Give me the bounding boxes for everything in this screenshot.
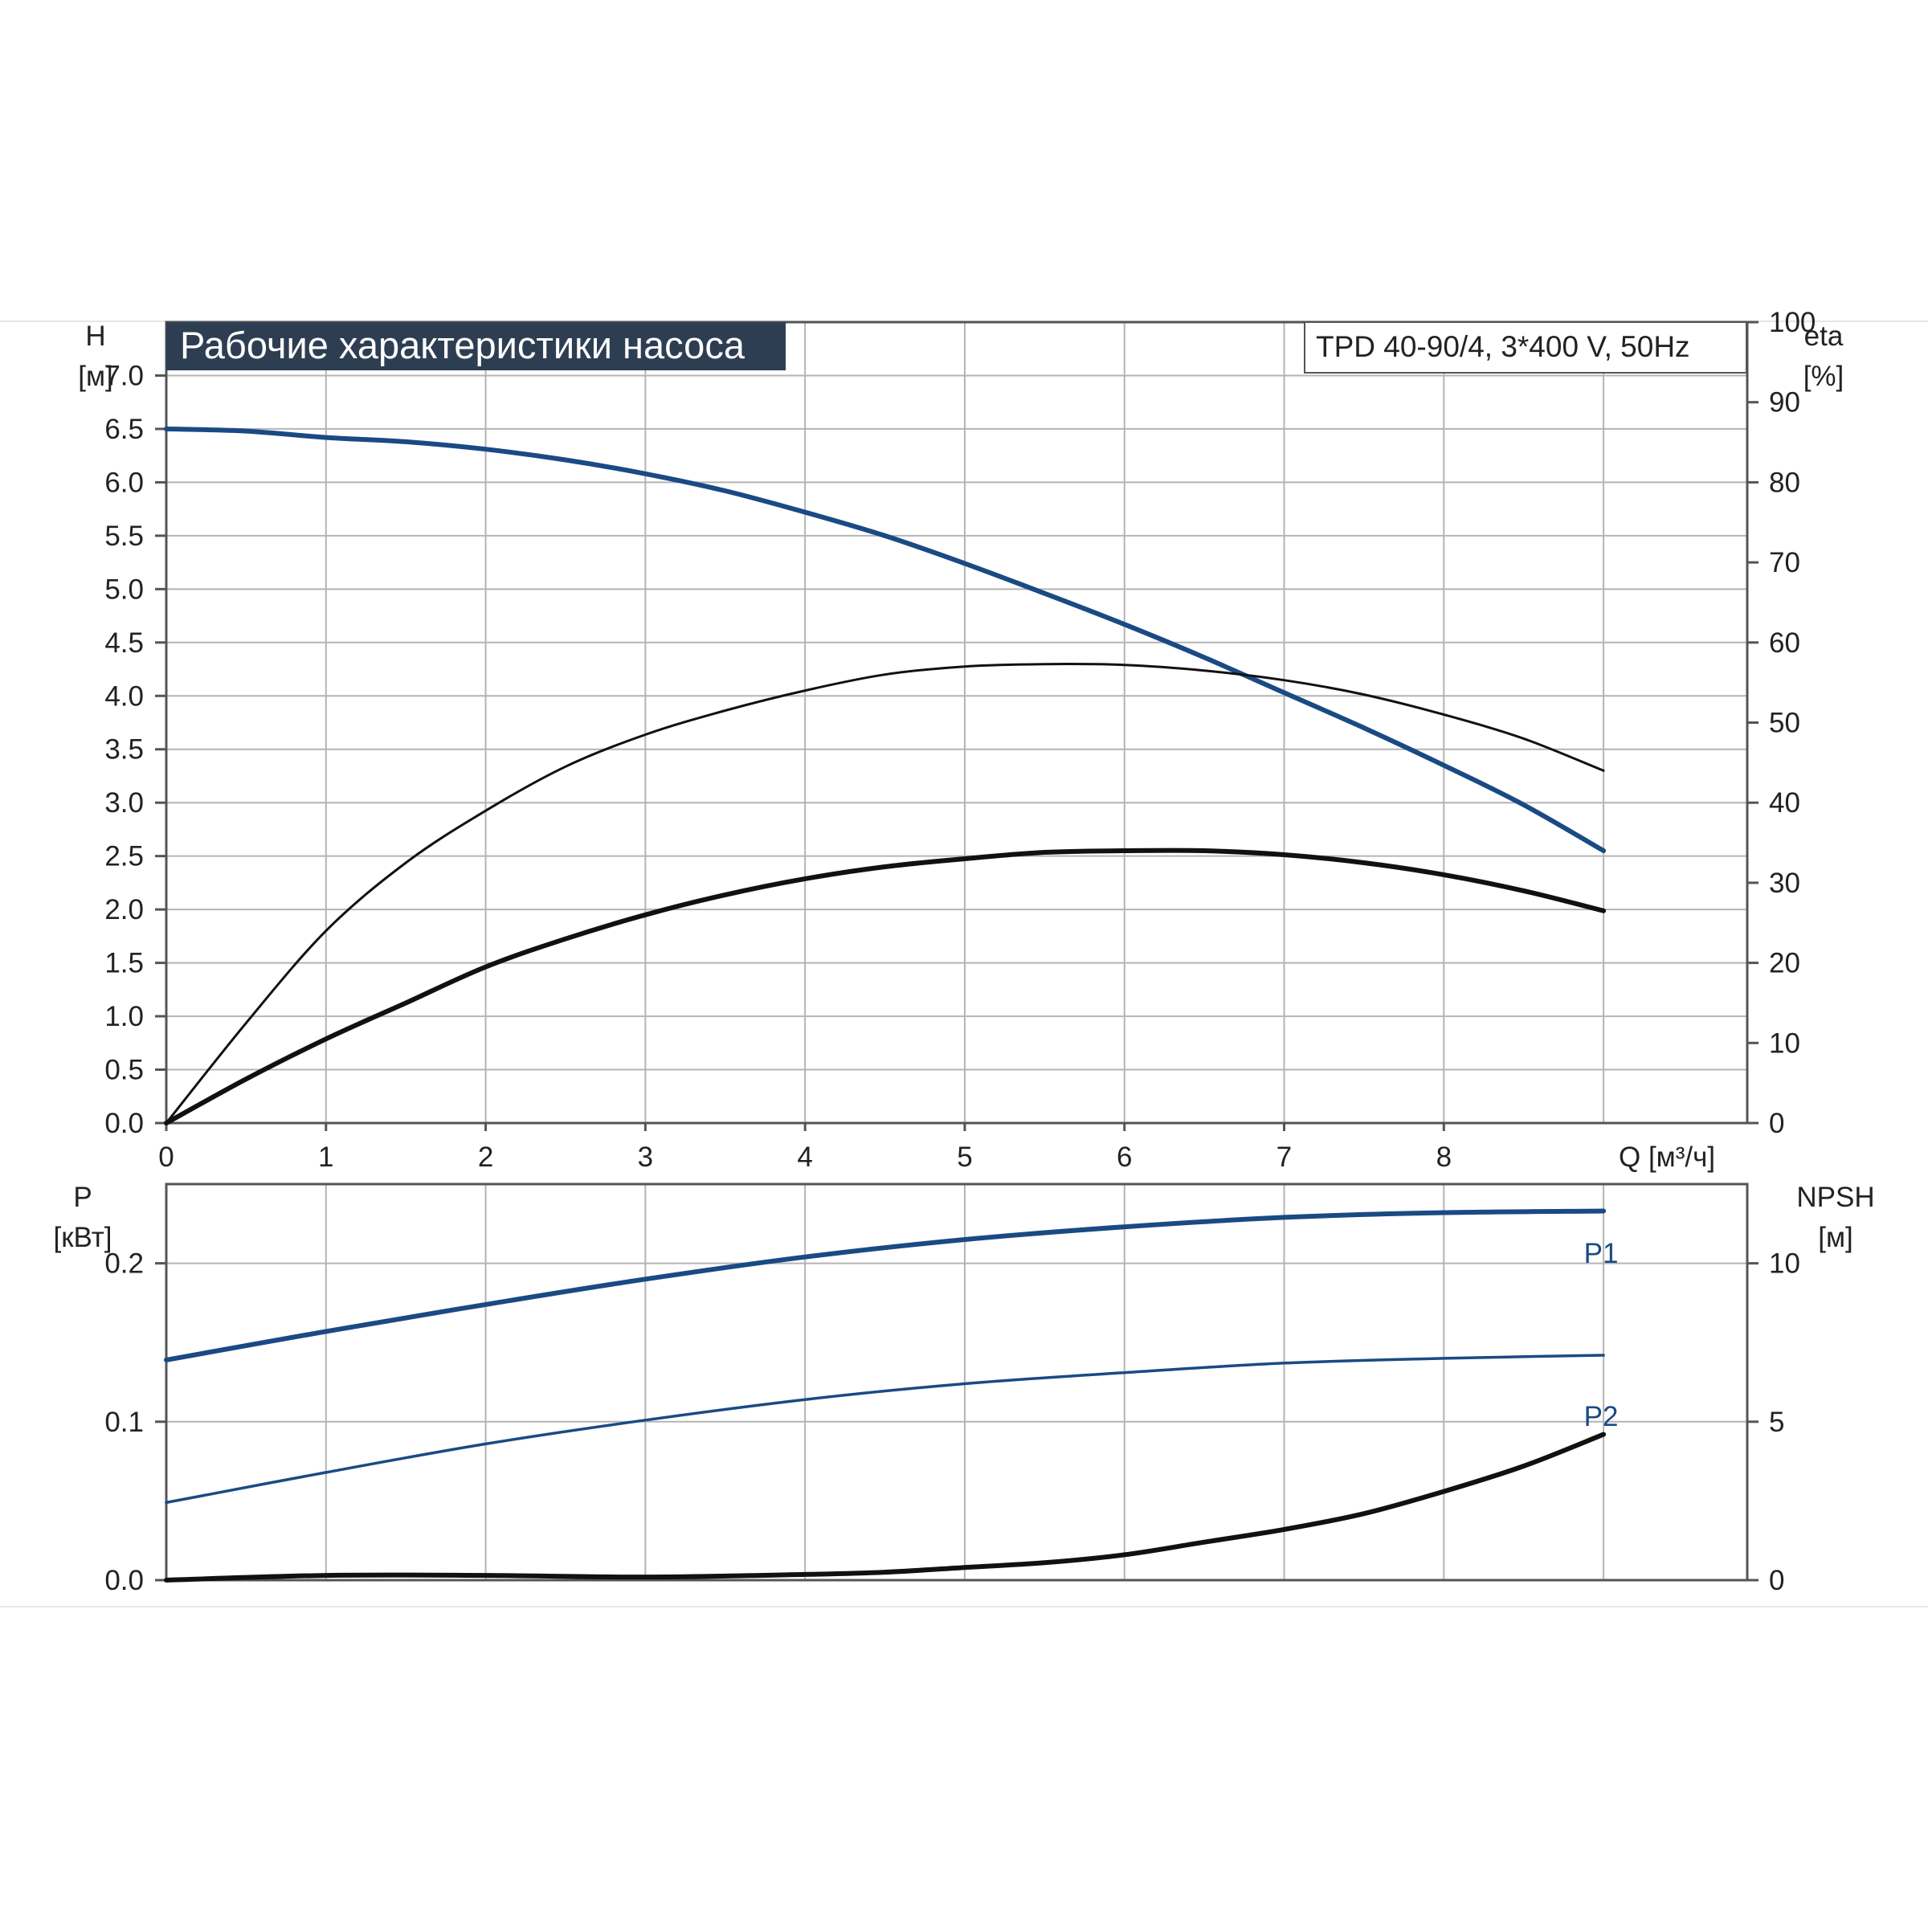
- y-tick-label-left: 2.0: [104, 894, 144, 925]
- x-tick-label: 1: [318, 1142, 333, 1173]
- top-panel-axes: 0.0 0.5 1.0 1.5 2.0 2.5 3.0 3.5 4.0 4.5 5.0 5.5 6.0 6…: [104, 307, 1816, 1173]
- efficiency-curve-thin: [165, 663, 1605, 1125]
- y-tick-label-right: 100: [1769, 307, 1816, 338]
- y-tick-label-right: 0: [1769, 1565, 1784, 1596]
- bottom-right-axis-name: NPSH: [1796, 1182, 1874, 1213]
- y-tick-label-left: 4.0: [104, 680, 144, 712]
- y-tick-label-left: 3.5: [104, 734, 144, 766]
- model-label: TPD 40-90/4, 3*400 V, 50Hz: [1316, 330, 1690, 363]
- y-tick-label-left: 6.5: [104, 414, 144, 445]
- chart-title: Рабочие характеристики насоса: [180, 324, 745, 366]
- power-curve-p1: [164, 1208, 1607, 1362]
- efficiency-curve-thick: [164, 848, 1607, 1125]
- y-tick-label-left: 7.0: [104, 360, 144, 391]
- y-tick-label-right: 90: [1769, 387, 1800, 419]
- head-curve: [164, 426, 1607, 853]
- top-right-axis-unit: [%]: [1803, 361, 1844, 392]
- y-tick-label-left: 5.0: [104, 574, 144, 605]
- y-tick-label-left: 6.0: [104, 467, 144, 498]
- y-tick-label-right: 80: [1769, 467, 1800, 498]
- x-axis-label: Q [м³/ч]: [1619, 1142, 1715, 1173]
- y-tick-label-left: 5.5: [104, 521, 144, 552]
- x-tick-label: 8: [1436, 1142, 1452, 1173]
- top-panel-curves: [164, 426, 1607, 1125]
- y-tick-label-right: 0: [1769, 1108, 1784, 1139]
- model-label-box: [1304, 321, 1747, 374]
- y-tick-label-right: 10: [1769, 1027, 1800, 1059]
- series-label-p1: P1: [1584, 1238, 1619, 1269]
- top-right-axis-name: eta: [1804, 321, 1844, 352]
- series-label-p2: P2: [1584, 1401, 1619, 1432]
- y-tick-label-left: 1.0: [104, 1001, 144, 1032]
- y-tick-label-left: 0.2: [104, 1248, 144, 1280]
- x-tick-label: 3: [638, 1142, 653, 1173]
- bottom-panel-grid: [166, 1184, 1747, 1580]
- y-tick-label-left: 3.0: [104, 787, 144, 819]
- title-badge: [166, 322, 786, 370]
- bottom-left-axis-unit: [кВт]: [54, 1222, 112, 1253]
- y-tick-label-left: 2.5: [104, 841, 144, 872]
- y-tick-label-right: 5: [1769, 1407, 1784, 1438]
- y-tick-label-right: 70: [1769, 547, 1800, 578]
- x-tick-label: 0: [158, 1142, 174, 1173]
- x-tick-label: 5: [957, 1142, 972, 1173]
- y-tick-label-right: 10: [1769, 1248, 1800, 1280]
- bottom-left-axis-name: P: [73, 1182, 92, 1213]
- x-tick-label: 2: [478, 1142, 493, 1173]
- x-tick-label: 4: [797, 1142, 812, 1173]
- y-tick-label-left: 1.5: [104, 948, 144, 979]
- y-tick-label-left: 0.5: [104, 1055, 144, 1086]
- y-tick-label-right: 50: [1769, 708, 1800, 739]
- bottom-panel-frame: [165, 1182, 1749, 1582]
- y-tick-label-right: 60: [1769, 627, 1800, 659]
- y-tick-label-right: 40: [1769, 787, 1800, 819]
- y-tick-label-left: 4.5: [104, 627, 144, 659]
- bottom-panel-curves: [164, 1208, 1607, 1583]
- top-left-axis-unit: [м]: [78, 361, 113, 392]
- y-tick-label-right: 20: [1769, 948, 1800, 979]
- power-curve-p2: [165, 1354, 1605, 1505]
- y-tick-label-left: 0.0: [104, 1108, 144, 1139]
- bottom-right-axis-unit: [м]: [1818, 1222, 1853, 1253]
- top-panel-grid: [166, 322, 1747, 1123]
- x-tick-label: 6: [1117, 1142, 1132, 1173]
- y-tick-label-left: 0.0: [104, 1565, 144, 1596]
- npsh-curve: [164, 1432, 1607, 1583]
- y-tick-label-right: 30: [1769, 868, 1800, 899]
- y-tick-label-left: 0.1: [104, 1407, 144, 1438]
- x-tick-label: 7: [1276, 1142, 1292, 1173]
- bottom-panel-axes: 0.0 0.1 0.2 0 5 10: [104, 1248, 1800, 1596]
- top-left-axis-name: H: [85, 321, 105, 352]
